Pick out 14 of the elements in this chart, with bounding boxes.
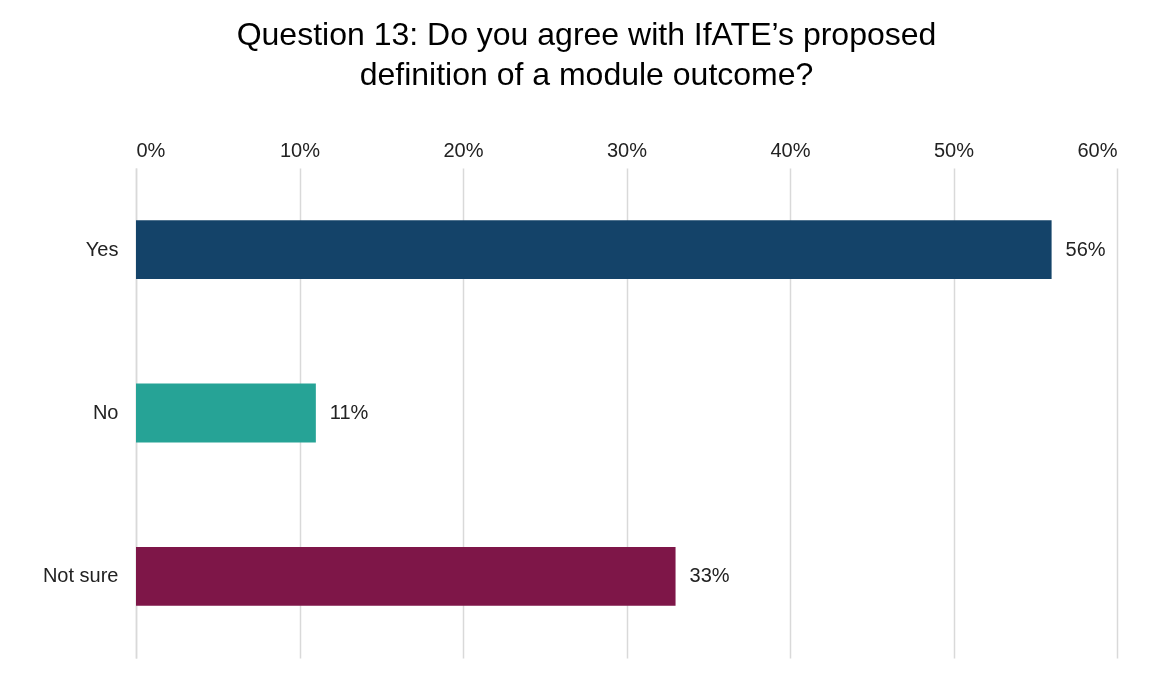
x-tick-label: 60% <box>1077 138 1118 161</box>
x-tick-label: 40% <box>770 138 811 161</box>
y-tick-label: No <box>92 401 119 423</box>
x-tick-label: 20% <box>443 138 484 161</box>
x-tick-label: 50% <box>933 138 975 161</box>
x-tick-label: 10% <box>279 138 321 161</box>
y-tick-label: Not sure <box>42 564 119 587</box>
y-tick-label: Yes <box>85 237 119 260</box>
data-label: 56% <box>1065 237 1106 260</box>
data-label: 33% <box>689 564 730 587</box>
x-tick-label: 0% <box>136 138 166 161</box>
x-tick-label: 30% <box>606 138 648 161</box>
data-label: 11% <box>329 401 369 423</box>
chart-title: Question 13: Do you agree with IfATE’s proposed definition of a module outcome? <box>236 16 937 92</box>
